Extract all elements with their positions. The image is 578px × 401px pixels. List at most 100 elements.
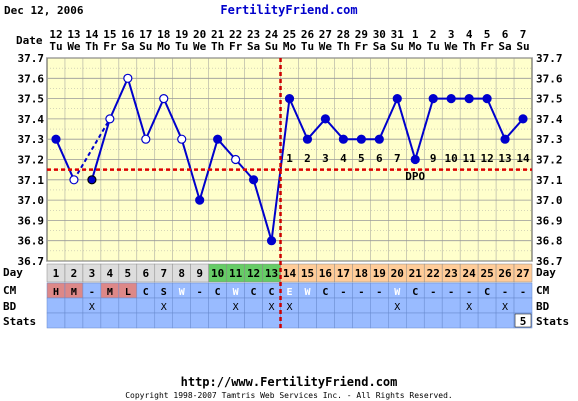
bd-cell (423, 297, 443, 314)
weekday-label: Mo (283, 40, 297, 53)
temp-point[interactable] (518, 114, 528, 124)
stats-cell (352, 312, 371, 329)
weekday-label: Mo (157, 40, 171, 53)
temp-point[interactable] (266, 236, 277, 246)
weekday-label: We (319, 40, 333, 53)
cycle-day-label: 12 (247, 267, 260, 280)
temp-point[interactable] (500, 134, 510, 144)
temp-point[interactable] (446, 93, 456, 104)
y-tick-label-left: 37.2 (18, 154, 45, 167)
bd-cell (406, 297, 425, 314)
dpo-label: 1 (286, 152, 293, 165)
temp-point[interactable] (338, 134, 348, 144)
stats-cell (370, 312, 389, 329)
temp-point[interactable] (123, 73, 133, 83)
temp-point[interactable] (177, 134, 187, 144)
temp-point[interactable] (464, 93, 474, 104)
cycle-day-label: 17 (337, 267, 350, 280)
temp-point[interactable] (410, 154, 420, 165)
weekday-label: Th (211, 40, 224, 53)
stats-cell (154, 312, 173, 329)
stats-cell (82, 312, 102, 329)
temp-point[interactable] (428, 93, 438, 104)
temp-point[interactable] (105, 114, 115, 124)
y-tick-label-left: 36.9 (18, 214, 45, 227)
cm-label: W (233, 287, 240, 298)
cm-label: W (394, 287, 401, 298)
cm-label: - (376, 287, 382, 298)
temp-point[interactable] (374, 134, 384, 144)
dpo-label: 3 (322, 152, 329, 165)
temp-point[interactable] (87, 175, 97, 185)
temp-point[interactable] (284, 93, 295, 104)
cm-label: C (484, 287, 490, 298)
temp-point[interactable] (392, 93, 402, 104)
temp-point[interactable] (51, 134, 61, 144)
date-label: 1 (412, 28, 419, 41)
temp-point[interactable] (302, 134, 313, 144)
y-tick-label-right: 37.2 (536, 154, 563, 167)
cm-label: - (89, 287, 95, 298)
cycle-day-label: 21 (409, 267, 423, 280)
bd-row-label: BD (3, 300, 17, 313)
temp-point[interactable] (356, 134, 366, 144)
weekday-label: Sa (498, 40, 511, 53)
temp-point[interactable] (231, 154, 241, 165)
temp-point[interactable] (69, 175, 79, 185)
temp-segment (90, 118, 111, 181)
dpo-label: 4 (340, 152, 347, 165)
cycle-day-label: 4 (107, 267, 114, 280)
cm-label: C (269, 287, 275, 298)
stats-cell (190, 312, 209, 329)
bd-row-label-right: BD (536, 300, 550, 313)
dpo-label: DPO (405, 170, 425, 183)
temp-point[interactable] (213, 134, 223, 144)
weekday-label: Fr (355, 40, 369, 53)
temp-point[interactable] (159, 93, 169, 104)
temp-segment (252, 179, 273, 241)
temp-segment (144, 98, 165, 140)
cm-label: C (215, 287, 221, 298)
weekday-label: Tu (427, 40, 440, 53)
y-tick-label-left: 37.1 (18, 174, 45, 187)
temp-point[interactable] (248, 175, 259, 185)
cycle-day-label: 1 (53, 267, 60, 280)
y-tick-label-right: 37.6 (536, 72, 563, 85)
dpo-label: 2 (304, 152, 311, 165)
chart-date: Dec 12, 2006 (4, 4, 84, 17)
temp-segment (486, 98, 506, 140)
temp-point[interactable] (141, 134, 151, 144)
cm-label: M (71, 287, 77, 298)
date-label: 31 (391, 28, 405, 41)
bd-cell (298, 297, 317, 314)
date-label: 5 (484, 28, 491, 41)
stats-cell (459, 312, 479, 329)
weekday-label: Su (516, 40, 529, 53)
weekday-label: Su (139, 40, 152, 53)
bd-mark: X (233, 302, 239, 313)
temp-point[interactable] (482, 93, 492, 104)
weekday-label: Sa (247, 40, 260, 53)
cm-label: L (125, 287, 131, 298)
bd-cell (352, 297, 371, 314)
dpo-label: 12 (480, 152, 493, 165)
date-label: 7 (520, 28, 527, 41)
weekday-label: We (445, 40, 459, 53)
y-tick-label-right: 36.8 (536, 235, 563, 248)
cm-row-label-right: CM (536, 284, 550, 297)
date-label: 12 (49, 28, 62, 41)
weekday-label: Su (265, 40, 278, 53)
cycle-day-label: 14 (283, 267, 297, 280)
y-tick-label-right: 37.7 (536, 52, 563, 65)
cm-label: M (107, 287, 113, 298)
weekday-label: Fr (103, 40, 117, 53)
temp-point[interactable] (320, 114, 331, 124)
y-tick-label-left: 36.8 (18, 235, 45, 248)
footer-url[interactable]: http://www.FertilityFriend.com (181, 375, 398, 389)
y-tick-label-right: 36.7 (536, 255, 563, 268)
stats-cell (64, 312, 84, 329)
cm-label: E (286, 287, 292, 298)
temp-point[interactable] (195, 195, 205, 205)
weekday-label: Mo (409, 40, 423, 53)
site-title[interactable]: FertilityFriend.com (220, 3, 357, 17)
